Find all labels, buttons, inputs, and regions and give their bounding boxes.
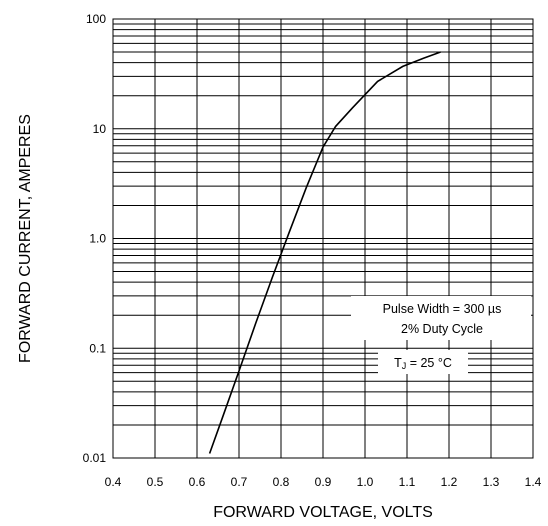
x-tick-label: 1.4 xyxy=(525,475,542,489)
x-axis-title: FORWARD VOLTAGE, VOLTS xyxy=(213,504,433,521)
x-tick-label: 0.4 xyxy=(105,475,122,489)
junction-temperature-label: TJ = 25 °C xyxy=(394,356,452,371)
forward-current-curve xyxy=(208,51,441,454)
annotation-background-2 xyxy=(378,350,468,374)
x-tick-label: 1.2 xyxy=(441,475,458,489)
x-tick-label: 0.8 xyxy=(273,475,290,489)
duty-cycle-label: 2% Duty Cycle xyxy=(401,322,483,336)
y-tick-label: 1.0 xyxy=(89,232,106,246)
x-tick-label: 0.9 xyxy=(315,475,332,489)
grid xyxy=(113,19,533,458)
y-tick-label: 100 xyxy=(86,12,106,26)
x-tick-label: 0.5 xyxy=(147,475,164,489)
x-tick-label: 0.7 xyxy=(231,475,248,489)
y-axis-title: FORWARD CURRENT, AMPERES xyxy=(17,114,34,363)
temperature-symbol: T xyxy=(394,356,402,370)
x-tick-label: 1.1 xyxy=(399,475,416,489)
temperature-value: = 25 °C xyxy=(406,356,452,370)
test-conditions-box: Pulse Width = 300 µs 2% Duty Cycle TJ = … xyxy=(351,296,531,374)
pulse-width-label: Pulse Width = 300 µs xyxy=(383,302,502,316)
x-tick-label: 0.6 xyxy=(189,475,206,489)
plot-frame xyxy=(112,18,534,459)
tick-labels: 0.4 0.5 0.6 0.7 0.8 0.9 1.0 1.1 1.2 1.3 1.4 0.01 0.1… xyxy=(83,12,542,489)
annotation-background-1 xyxy=(351,296,531,340)
y-tick-label: 0.01 xyxy=(83,451,107,465)
x-tick-label: 1.3 xyxy=(483,475,500,489)
y-tick-label: 10 xyxy=(93,122,107,136)
x-tick-label: 1.0 xyxy=(357,475,374,489)
y-tick-label: 0.1 xyxy=(89,341,106,355)
temperature-subscript: J xyxy=(402,361,407,371)
